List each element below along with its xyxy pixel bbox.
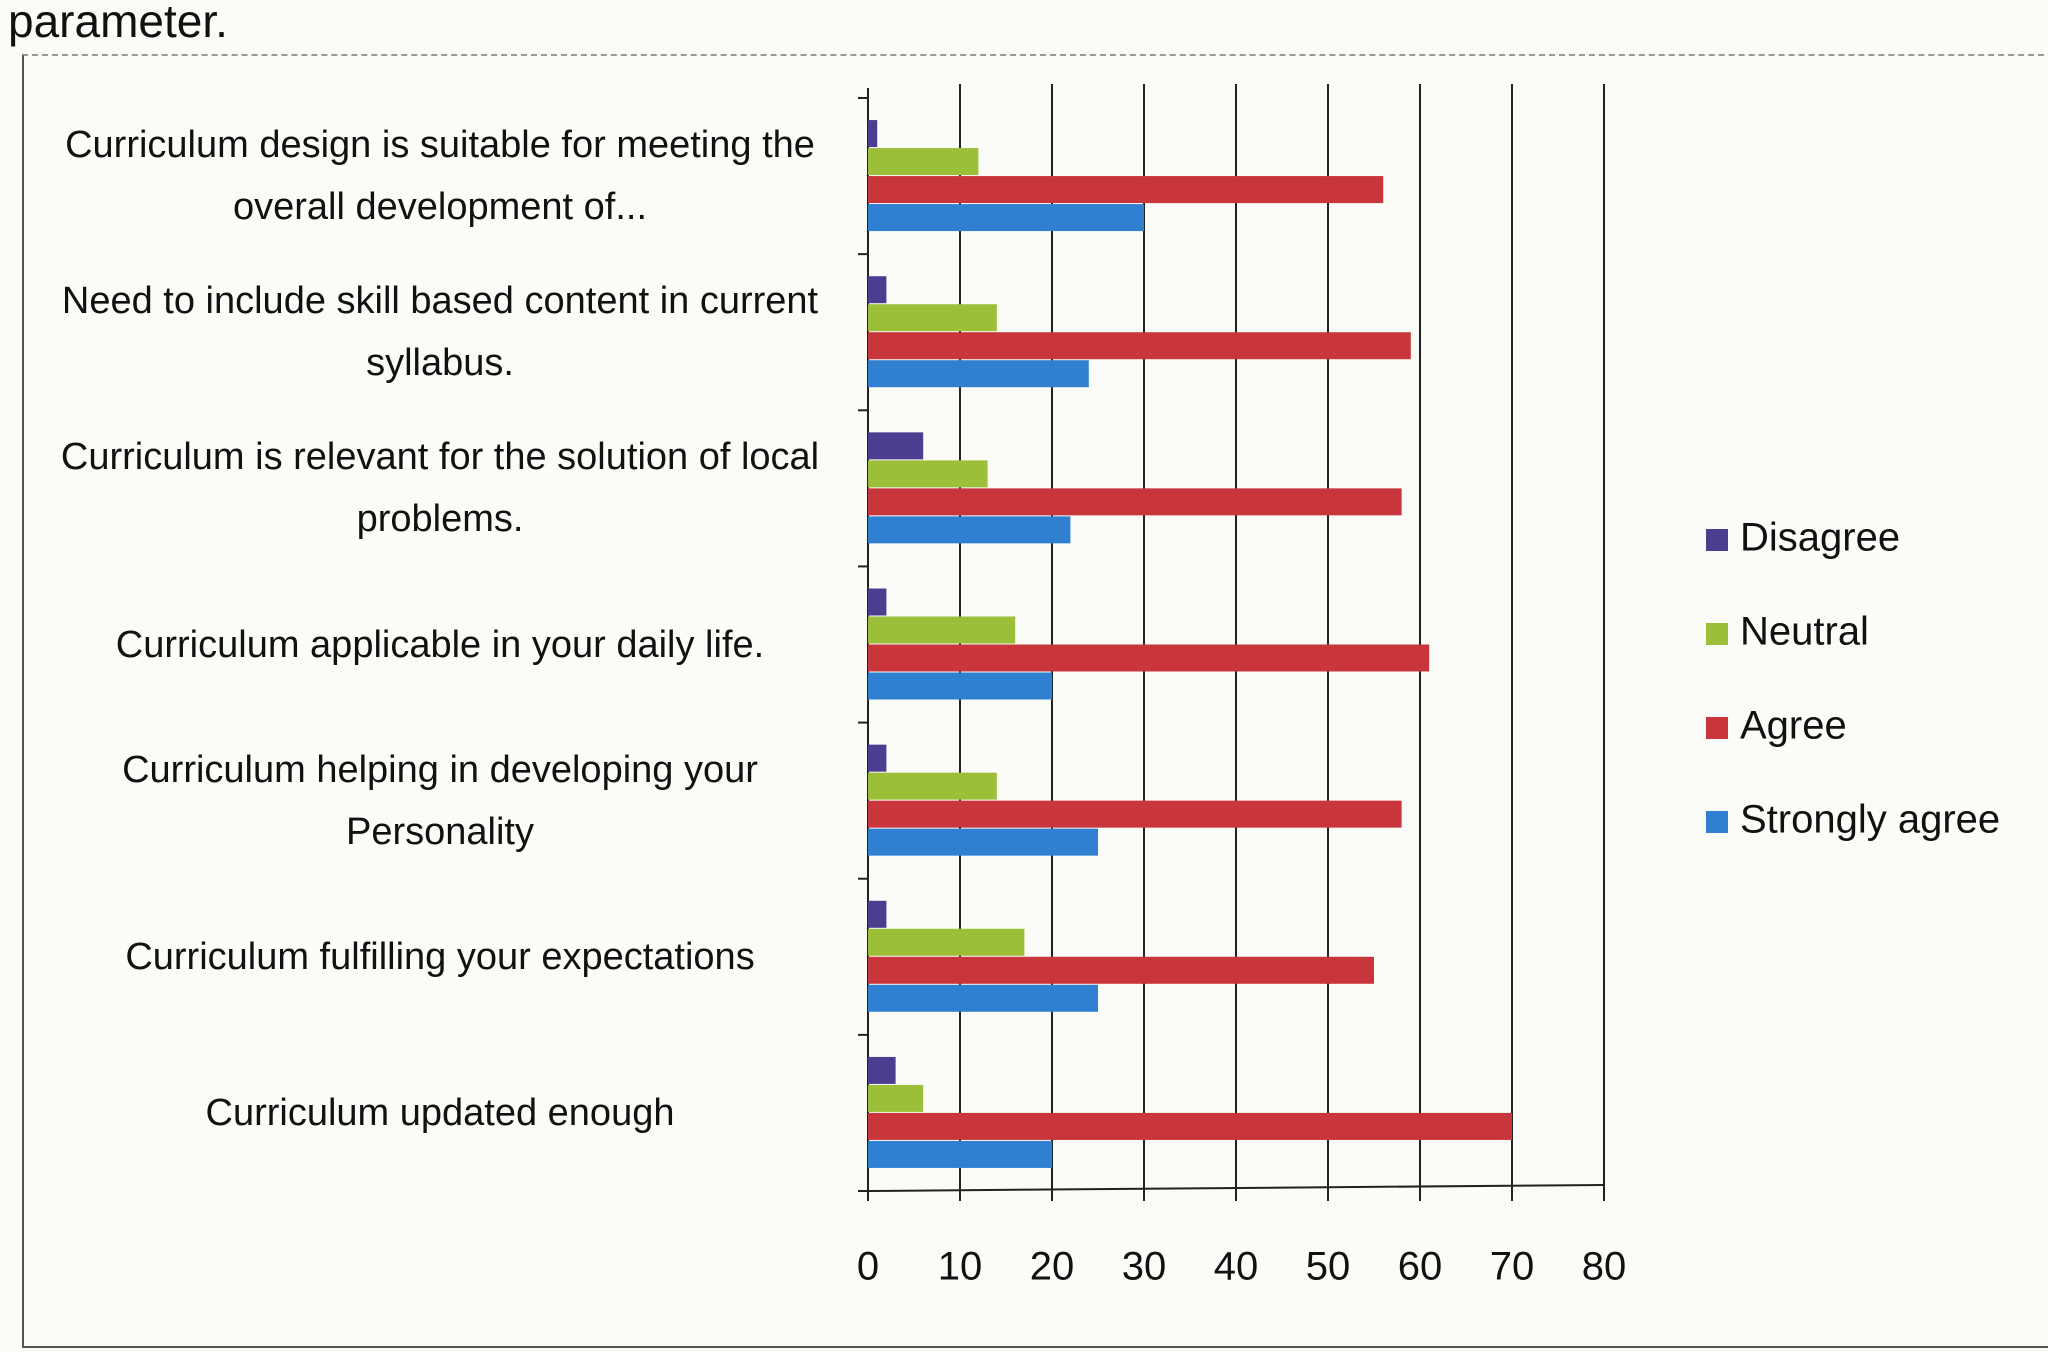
x-tick-label: 10 <box>938 1245 983 1289</box>
legend-label: Strongly agree <box>1740 798 2000 842</box>
page-text: parameter. <box>8 0 228 47</box>
bar <box>868 148 979 176</box>
legend-swatch <box>1706 529 1728 551</box>
legend-swatch <box>1706 623 1728 645</box>
legend-label: Agree <box>1740 704 1847 748</box>
y-tick-label: Curriculum is relevant for the solution … <box>60 436 820 541</box>
x-tick-label: 60 <box>1398 1245 1443 1289</box>
bar <box>868 276 887 304</box>
bar <box>868 1112 1512 1140</box>
bar <box>868 332 1411 360</box>
bar <box>868 672 1052 700</box>
x-tick-label: 80 <box>1582 1245 1627 1289</box>
bar <box>868 900 887 928</box>
bar <box>868 204 1144 232</box>
bar <box>868 800 1402 828</box>
bar <box>868 304 997 332</box>
bar <box>868 616 1016 644</box>
x-tick-label: 0 <box>857 1245 879 1289</box>
legend-label: Neutral <box>1740 610 1869 654</box>
bar <box>868 588 887 616</box>
bar <box>868 828 1098 856</box>
frame <box>22 54 2048 1348</box>
y-tick-label: Curriculum updated enough <box>205 1091 675 1134</box>
legend-swatch <box>1706 811 1728 833</box>
bar <box>868 928 1025 956</box>
y-tick-label: Curriculum design is suitable for meetin… <box>65 124 815 229</box>
bar <box>868 1056 896 1084</box>
x-tick-label: 20 <box>1030 1245 1075 1289</box>
y-tick-label: Need to include skill based content in c… <box>61 280 819 385</box>
x-tick-label: 30 <box>1122 1245 1167 1289</box>
bar <box>868 120 878 148</box>
bar <box>868 984 1098 1012</box>
bar <box>868 516 1071 544</box>
x-tick-label: 40 <box>1214 1245 1259 1289</box>
y-tick-label: Curriculum fulfilling your expectations <box>125 935 755 978</box>
legend-label: Disagree <box>1740 516 1900 560</box>
bar <box>868 772 997 800</box>
bar <box>868 744 887 772</box>
bar <box>868 956 1374 984</box>
y-tick-label: Curriculum applicable in your daily life… <box>115 623 765 666</box>
bar <box>868 460 988 488</box>
bar <box>868 488 1402 516</box>
bar <box>868 644 1430 672</box>
bar <box>868 176 1384 204</box>
legend-swatch <box>1706 717 1728 739</box>
y-tick-label: Curriculum helping in developing your Pe… <box>122 748 758 853</box>
bar <box>868 360 1089 388</box>
x-tick-label: 50 <box>1306 1245 1351 1289</box>
x-tick-label: 70 <box>1490 1245 1535 1289</box>
bar <box>868 1084 924 1112</box>
bar <box>868 432 924 460</box>
bar <box>868 1140 1052 1168</box>
